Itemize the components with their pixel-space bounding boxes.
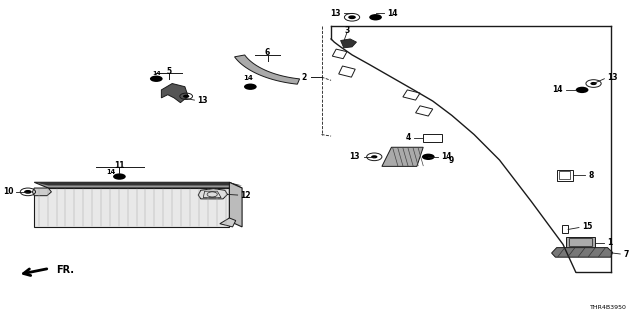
Text: 10: 10	[3, 188, 13, 196]
Text: 9: 9	[449, 156, 454, 165]
Polygon shape	[198, 189, 227, 199]
Polygon shape	[33, 188, 51, 196]
Circle shape	[244, 84, 257, 90]
Text: 4: 4	[405, 133, 410, 142]
Polygon shape	[161, 84, 188, 103]
Text: 14: 14	[441, 152, 451, 161]
Text: 14: 14	[387, 9, 397, 18]
Text: 13: 13	[197, 96, 207, 105]
Text: 14: 14	[243, 76, 253, 81]
Text: 5: 5	[166, 67, 172, 76]
Text: 13: 13	[349, 152, 360, 161]
Circle shape	[113, 173, 126, 180]
Circle shape	[369, 14, 382, 20]
Text: 13: 13	[330, 9, 340, 18]
Text: 14: 14	[106, 169, 115, 175]
Text: 11: 11	[114, 161, 125, 170]
Text: 3: 3	[344, 27, 349, 36]
Circle shape	[150, 76, 163, 82]
Text: 1: 1	[607, 238, 612, 247]
Circle shape	[348, 15, 356, 19]
Circle shape	[590, 82, 596, 85]
Text: THR4B3950: THR4B3950	[589, 305, 627, 310]
Polygon shape	[340, 39, 356, 48]
Polygon shape	[229, 182, 242, 227]
Text: FR.: FR.	[56, 265, 74, 275]
Text: 14: 14	[152, 71, 161, 76]
Polygon shape	[382, 147, 423, 166]
Circle shape	[183, 95, 189, 98]
Text: 13: 13	[607, 73, 618, 82]
Polygon shape	[220, 218, 236, 227]
Text: 12: 12	[240, 191, 251, 200]
Text: 14: 14	[552, 85, 563, 94]
Polygon shape	[35, 182, 242, 188]
Polygon shape	[35, 188, 229, 227]
Circle shape	[422, 154, 435, 160]
Circle shape	[24, 190, 32, 194]
Polygon shape	[234, 55, 300, 84]
Text: 15: 15	[582, 222, 593, 231]
Text: 8: 8	[588, 171, 594, 180]
Polygon shape	[552, 248, 612, 257]
Text: 2: 2	[301, 73, 307, 82]
Circle shape	[371, 155, 378, 158]
Circle shape	[576, 87, 588, 93]
Text: 7: 7	[623, 250, 628, 259]
Text: 6: 6	[265, 48, 270, 58]
Polygon shape	[566, 237, 595, 248]
Polygon shape	[35, 182, 242, 186]
